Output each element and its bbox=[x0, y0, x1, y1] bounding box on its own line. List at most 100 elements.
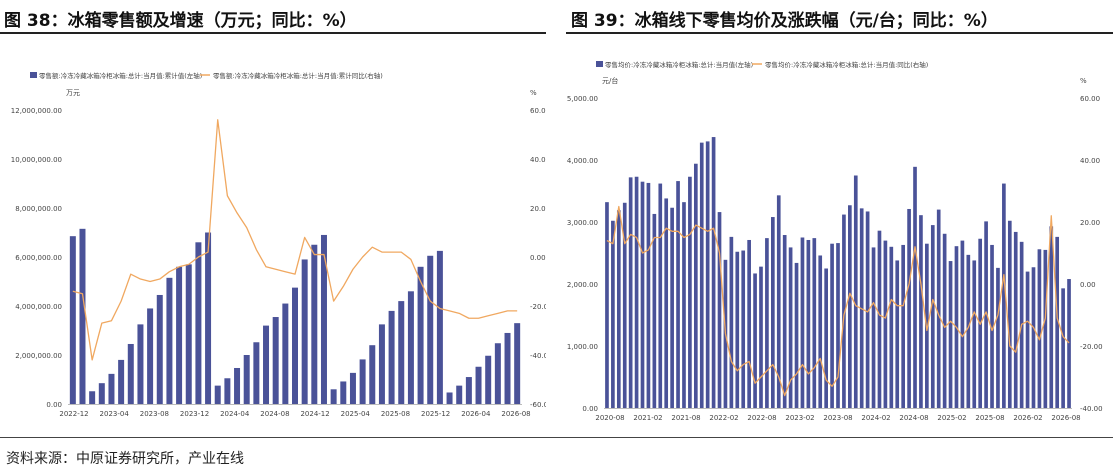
bar bbox=[1002, 183, 1006, 408]
bar bbox=[759, 266, 763, 408]
y-right-tick-label: 0.00 bbox=[1080, 281, 1096, 289]
bar bbox=[753, 273, 757, 408]
bar bbox=[877, 230, 882, 408]
y-left-unit: 万元 bbox=[66, 89, 80, 97]
x-tick-label: 2023-02 bbox=[785, 414, 814, 422]
bar bbox=[485, 355, 492, 404]
bar bbox=[398, 301, 405, 404]
y-right-tick-label: 60.00 bbox=[530, 107, 546, 115]
x-tick-label: 2026-02 bbox=[1013, 414, 1042, 422]
bar bbox=[1055, 236, 1060, 408]
x-tick-label: 2021-08 bbox=[671, 414, 700, 422]
bar bbox=[282, 303, 289, 404]
bar bbox=[378, 324, 385, 405]
bar bbox=[118, 359, 125, 404]
bar bbox=[705, 141, 710, 408]
bar bbox=[456, 385, 463, 405]
legend-label-line: 零售额:冷冻冷藏冰箱冷柜冰箱:总计:当月值:累计同比(右轴) bbox=[213, 71, 383, 80]
avg-price-chart: 零售均价:冷冻冷藏冰箱冷柜冰箱:总计:当月值(左轴) 零售均价:冷冻冷藏冰箱冷柜冰… bbox=[567, 60, 1103, 422]
y-left-tick-label: 4,000,000.00 bbox=[15, 303, 62, 311]
y-left-tick-label: 0.00 bbox=[46, 401, 62, 409]
bar bbox=[243, 355, 250, 404]
y-right-tick-label: 20.00 bbox=[1080, 219, 1100, 227]
x-tick-label: 2023-04 bbox=[100, 410, 130, 418]
bar bbox=[794, 262, 799, 408]
growth-line bbox=[606, 205, 1070, 397]
bar bbox=[901, 244, 905, 408]
x-tick-label: 2024-12 bbox=[300, 410, 329, 418]
y-right-unit: % bbox=[1080, 77, 1087, 85]
bar bbox=[895, 260, 900, 408]
x-tick-label: 2025-04 bbox=[341, 410, 371, 418]
bar bbox=[1061, 288, 1065, 408]
bar bbox=[98, 383, 105, 404]
bar bbox=[388, 310, 395, 404]
bar bbox=[205, 232, 212, 404]
x-tick-label: 2024-04 bbox=[220, 410, 250, 418]
bar bbox=[349, 372, 356, 404]
bar bbox=[936, 209, 941, 408]
bar bbox=[214, 385, 221, 405]
x-tick-label: 2025-12 bbox=[421, 410, 450, 418]
bar bbox=[842, 214, 846, 408]
bar bbox=[1067, 279, 1071, 408]
bar bbox=[185, 264, 192, 404]
y-right-tick-label: 40.00 bbox=[530, 156, 546, 164]
legend-label-bar: 零售额:冷冻冷藏冰箱冷柜冰箱:总计:当月值:累计值(左轴) bbox=[39, 71, 202, 80]
y-left-tick-label: 12,000,000.00 bbox=[11, 107, 62, 115]
bar bbox=[1007, 220, 1012, 408]
bar bbox=[417, 266, 424, 404]
bar bbox=[127, 343, 134, 404]
bar bbox=[682, 202, 686, 408]
x-tick-label: 2021-02 bbox=[633, 414, 662, 422]
bar bbox=[676, 181, 680, 408]
y-left-tick-label: 2,000.00 bbox=[567, 281, 598, 289]
bar bbox=[711, 137, 716, 408]
bar bbox=[340, 381, 347, 404]
y-right-tick-label: -20.00 bbox=[530, 303, 546, 311]
y-right-tick-label: -40.00 bbox=[530, 352, 546, 360]
bar bbox=[830, 243, 834, 408]
bar bbox=[996, 267, 1000, 408]
bar bbox=[407, 291, 414, 404]
x-tick-label: 2023-08 bbox=[140, 410, 169, 418]
bar bbox=[699, 142, 704, 408]
bar bbox=[771, 217, 775, 408]
bar bbox=[889, 246, 894, 408]
y-right-tick-label: 20.00 bbox=[530, 205, 546, 213]
bar bbox=[800, 237, 805, 408]
footer-rule bbox=[0, 437, 1113, 438]
bar bbox=[741, 250, 746, 408]
y-left-tick-label: 4,000.00 bbox=[567, 157, 598, 165]
bar bbox=[89, 391, 96, 404]
bar bbox=[292, 287, 298, 405]
x-tick-label: 2026-08 bbox=[501, 410, 530, 418]
bar bbox=[224, 378, 231, 404]
bar bbox=[652, 213, 657, 408]
bar bbox=[670, 207, 674, 408]
y-left-tick-label: 10,000,000.00 bbox=[11, 156, 62, 164]
y-left-tick-label: 8,000,000.00 bbox=[15, 205, 62, 213]
figure-39-title: 图 39：冰箱线下零售均价及涨跌幅（元/台；同比：%） bbox=[571, 11, 998, 31]
retail-sales-chart: 零售额:冷冻冷藏冰箱冷柜冰箱:总计:当月值:累计值(左轴) 零售额:冷冻冷藏冰箱冷… bbox=[11, 71, 546, 418]
y-left-unit: 元/台 bbox=[602, 76, 618, 85]
bar bbox=[616, 210, 621, 408]
bar bbox=[446, 392, 453, 404]
bar bbox=[930, 225, 935, 408]
bar bbox=[806, 239, 811, 408]
bar bbox=[984, 221, 988, 408]
source-note: 资料来源：中原证券研究所，产业在线 bbox=[6, 451, 244, 467]
bar bbox=[717, 212, 722, 408]
title-rule-right bbox=[566, 32, 1113, 34]
title-rule-left bbox=[0, 32, 546, 34]
bar bbox=[658, 183, 663, 408]
x-tick-label: 2024-08 bbox=[260, 410, 289, 418]
bar bbox=[848, 205, 852, 408]
bar bbox=[311, 244, 318, 404]
x-tick-label: 2022-12 bbox=[59, 410, 88, 418]
y-left-tick-label: 0.00 bbox=[582, 405, 598, 413]
bar bbox=[640, 181, 645, 408]
bar bbox=[1031, 267, 1036, 408]
bar bbox=[1049, 226, 1054, 408]
bar bbox=[330, 389, 337, 404]
